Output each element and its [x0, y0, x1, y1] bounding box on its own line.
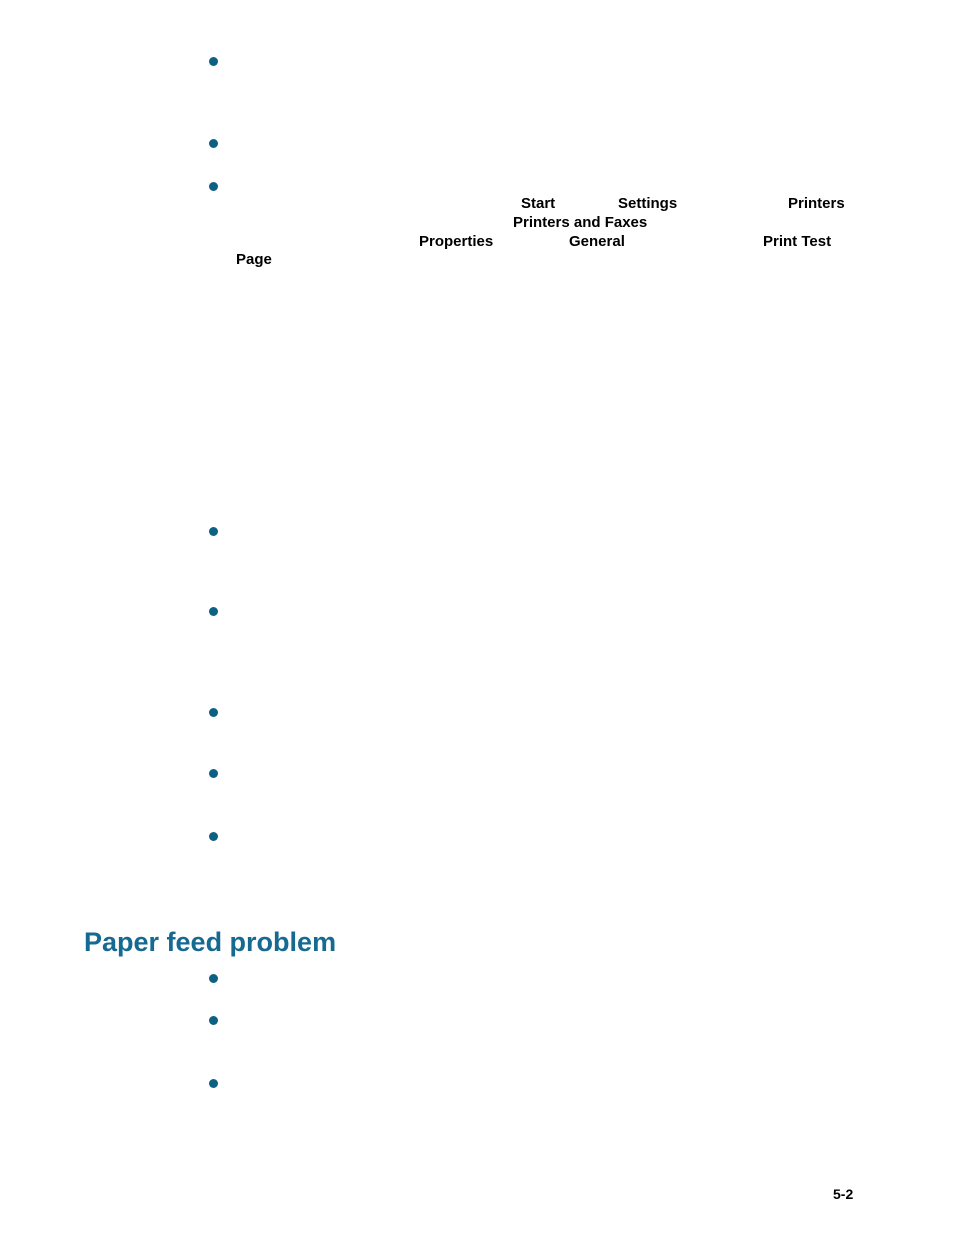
term-printers-and-faxes: Printers and Faxes — [513, 214, 648, 231]
list-bullet-icon — [209, 527, 218, 536]
list-bullet-icon — [209, 182, 218, 191]
term-printers: Printers — [788, 195, 845, 212]
page-number: 5-2 — [833, 1186, 854, 1202]
term-print-test: Print Test — [763, 233, 832, 250]
list-bullet-icon — [209, 607, 218, 616]
list-bullet-icon — [209, 139, 218, 148]
list-bullet-icon — [209, 832, 218, 841]
section-heading: Paper feed problem — [84, 927, 337, 958]
term-settings: Settings — [618, 195, 678, 212]
list-bullet-icon — [209, 57, 218, 66]
term-page: Page — [236, 251, 272, 268]
list-bullet-icon — [209, 769, 218, 778]
term-start: Start — [521, 195, 556, 212]
term-general: General — [569, 233, 625, 250]
list-bullet-icon — [209, 1016, 218, 1025]
list-bullet-icon — [209, 708, 218, 717]
list-bullet-icon — [209, 1079, 218, 1088]
list-bullet-icon — [209, 974, 218, 983]
term-properties: Properties — [419, 233, 494, 250]
